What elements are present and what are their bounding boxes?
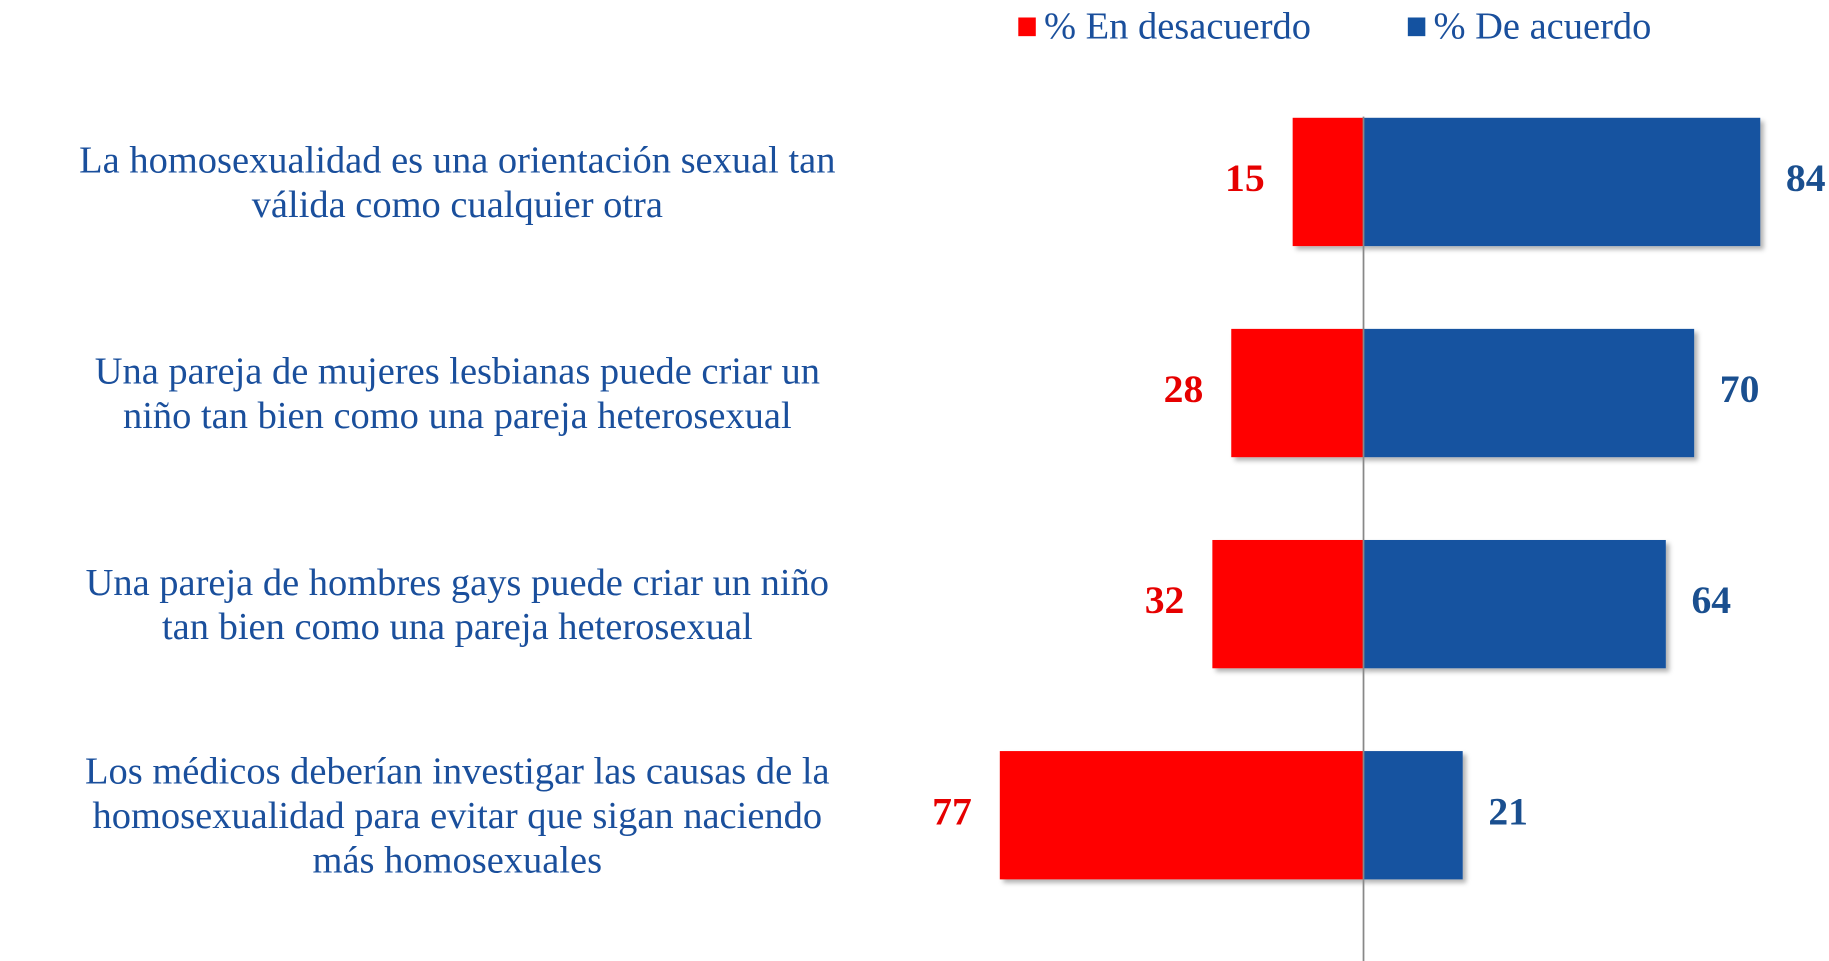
category-label: Los médicos deberían investigar las caus… — [85, 751, 830, 793]
bar — [1363, 328, 1695, 458]
bar — [1363, 539, 1666, 669]
bars — [999, 117, 1761, 880]
value-label: 32 — [1145, 578, 1185, 622]
value-label: 28 — [1164, 367, 1204, 411]
legend-swatch — [1018, 17, 1036, 37]
category-label: homosexualidad para evitar que sigan nac… — [93, 795, 823, 837]
bar — [1212, 539, 1364, 669]
value-label: 21 — [1488, 789, 1528, 833]
category-label: tan bien como una pareja heterosexual — [162, 606, 753, 648]
legend-swatch — [1407, 17, 1426, 37]
bar — [1292, 117, 1364, 247]
bar — [1363, 751, 1463, 880]
category-label: válida como cualquier otra — [252, 184, 663, 226]
category-label: Una pareja de hombres gays puede criar u… — [86, 562, 829, 604]
value-label: 77 — [932, 789, 972, 833]
legend-label: % De acuerdo — [1433, 5, 1651, 47]
category-label: La homosexualidad es una orientación sex… — [79, 140, 835, 182]
bar — [1363, 117, 1761, 247]
value-label: 84 — [1786, 156, 1826, 200]
legend-label: % En desacuerdo — [1044, 5, 1311, 47]
bar — [1231, 328, 1364, 458]
category-label: Una pareja de mujeres lesbianas puede cr… — [95, 351, 820, 393]
category-label: niño tan bien como una pareja heterosexu… — [123, 395, 792, 437]
value-label: 15 — [1225, 156, 1265, 200]
value-label: 64 — [1691, 578, 1731, 622]
value-label: 70 — [1720, 367, 1760, 411]
bar — [999, 751, 1364, 880]
category-label: más homosexuales — [313, 839, 603, 881]
